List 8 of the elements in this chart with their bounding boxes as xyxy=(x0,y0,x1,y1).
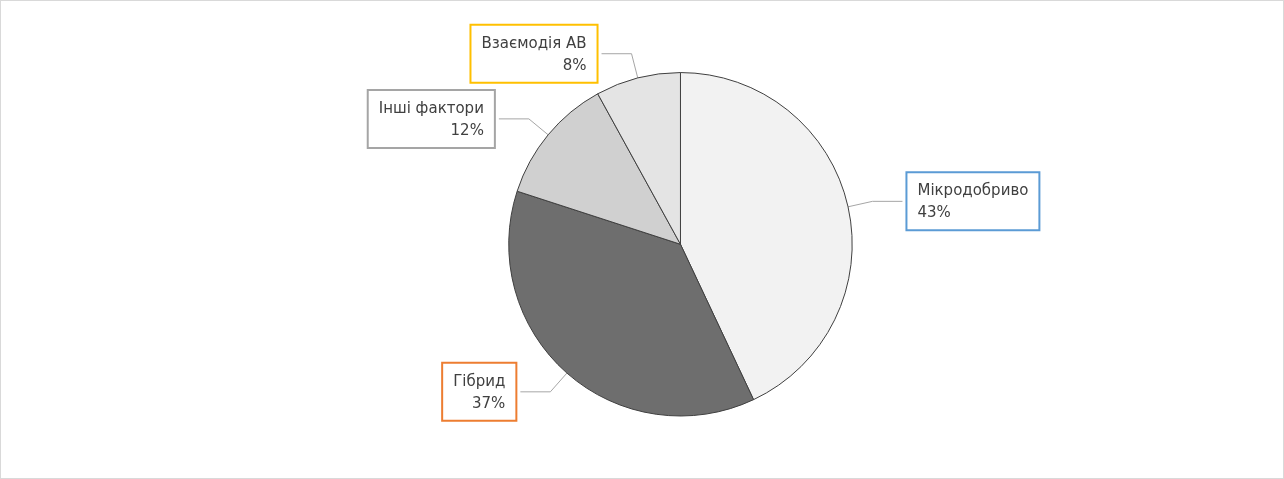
slice-label: Взаємодія АВ xyxy=(481,33,587,52)
slice-label: Гібрид xyxy=(453,371,506,390)
data-label: 12% xyxy=(450,120,484,139)
slice-label: Інші фактори xyxy=(378,98,484,117)
data-label: 37% xyxy=(472,393,506,412)
data-label: 8% xyxy=(562,55,587,74)
slice-label: Мікродобриво xyxy=(917,181,1029,200)
data-label: 43% xyxy=(917,203,951,222)
